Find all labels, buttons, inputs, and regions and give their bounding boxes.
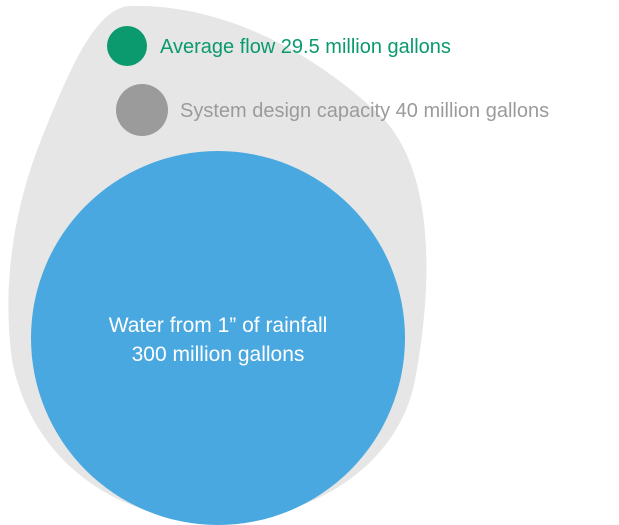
rainfall-water-circle (31, 151, 405, 525)
average-flow-circle (107, 26, 147, 66)
design-capacity-circle (116, 84, 168, 136)
rainfall-label-line-1: Water from 1” of rainfall (109, 314, 328, 337)
design-capacity-label: System design capacity 40 million gallon… (180, 100, 549, 122)
rainfall-label-line-2: 300 million gallons (132, 343, 305, 366)
average-flow-label: Average flow 29.5 million gallons (160, 36, 451, 58)
